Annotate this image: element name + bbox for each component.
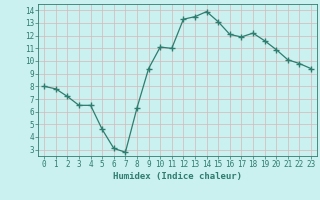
X-axis label: Humidex (Indice chaleur): Humidex (Indice chaleur) bbox=[113, 172, 242, 181]
